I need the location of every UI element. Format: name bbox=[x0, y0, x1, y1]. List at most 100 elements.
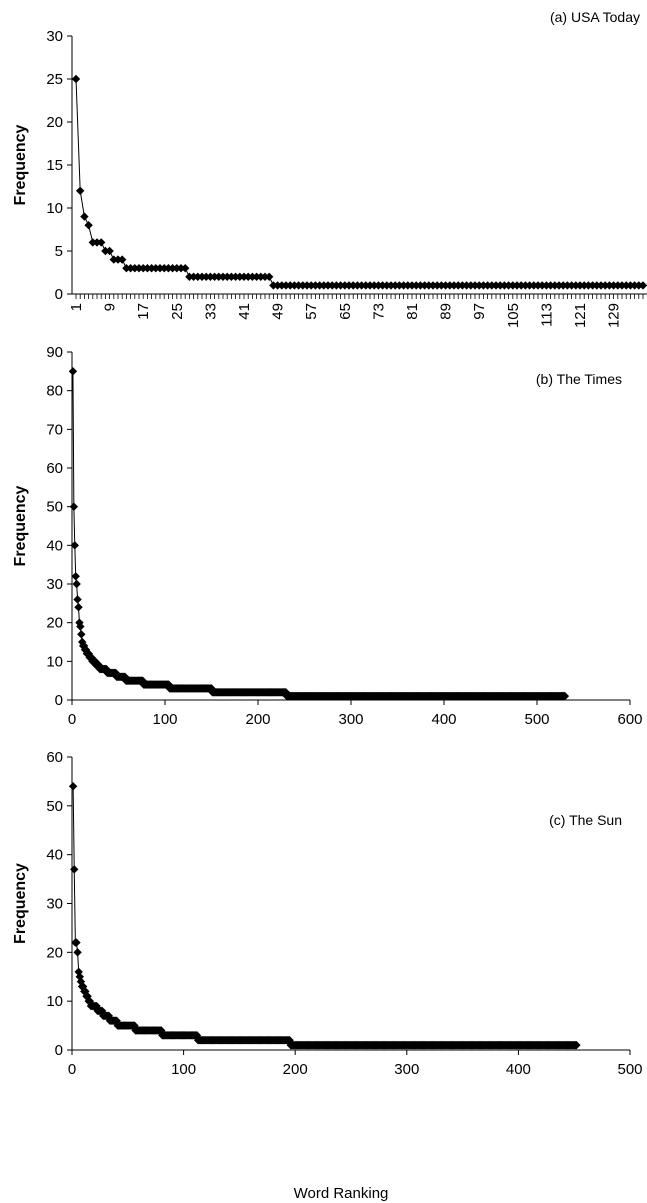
x-tick-label: 41 bbox=[236, 303, 253, 320]
x-axis-label: Word Ranking bbox=[294, 1185, 389, 1202]
data-point bbox=[601, 281, 610, 290]
data-point bbox=[84, 221, 93, 230]
x-tick-label: 1 bbox=[68, 303, 85, 311]
data-point bbox=[559, 281, 568, 290]
data-point bbox=[550, 281, 559, 290]
x-tick-label: 500 bbox=[524, 711, 549, 728]
data-point bbox=[74, 967, 83, 977]
x-tick-label: 300 bbox=[338, 711, 363, 728]
chart-panel-3: 0 10 20 30 40 50 60 0 100 200 300 400 500 Frequency (c… bbox=[12, 749, 643, 1202]
y-tick-label: 0 bbox=[55, 692, 63, 709]
data-point bbox=[130, 1021, 139, 1030]
data-point bbox=[207, 684, 216, 693]
panel-title: (a) USA Today bbox=[550, 9, 640, 25]
data-point bbox=[181, 264, 190, 273]
data-point bbox=[84, 649, 93, 658]
data-point bbox=[192, 1031, 202, 1040]
x-tick-label: 0 bbox=[68, 711, 76, 728]
x-tick-label: 17 bbox=[135, 303, 152, 320]
y-tick-label: 40 bbox=[46, 537, 63, 554]
y-tick-label: 60 bbox=[46, 460, 63, 477]
data-point bbox=[525, 281, 534, 290]
data-point bbox=[92, 1001, 101, 1011]
data-point bbox=[572, 1040, 581, 1050]
data-point bbox=[105, 246, 114, 256]
x-tick-label: 33 bbox=[202, 303, 219, 320]
data-point bbox=[613, 281, 622, 290]
series-line bbox=[72, 786, 577, 1046]
x-tick-label: 49 bbox=[270, 303, 287, 320]
data-point bbox=[512, 281, 522, 290]
data-point bbox=[567, 281, 576, 290]
data-point bbox=[72, 579, 81, 589]
data-point bbox=[76, 622, 85, 631]
x-tick-label: 97 bbox=[471, 303, 488, 320]
data-point bbox=[118, 255, 127, 264]
data-point bbox=[554, 281, 564, 290]
data-point bbox=[97, 238, 106, 247]
y-tick-label: 60 bbox=[46, 749, 63, 766]
data-point bbox=[638, 281, 647, 290]
data-point bbox=[73, 595, 82, 604]
data-point bbox=[592, 281, 601, 290]
y-tick-label: 40 bbox=[46, 847, 63, 864]
y-tick-label: 10 bbox=[46, 653, 63, 670]
panel-title: (c) The Sun bbox=[549, 812, 622, 828]
x-tick-label: 57 bbox=[303, 303, 320, 320]
x-tick-label: 89 bbox=[438, 303, 455, 320]
y-tick-label: 0 bbox=[55, 1042, 63, 1059]
data-point bbox=[588, 281, 597, 290]
series-line bbox=[72, 371, 565, 697]
x-tick-label: 73 bbox=[370, 303, 387, 320]
x-tick-label: 100 bbox=[152, 711, 177, 728]
data-point bbox=[68, 367, 78, 376]
data-point bbox=[69, 502, 79, 511]
x-tick-label: 9 bbox=[102, 303, 119, 311]
x-tick-label: 400 bbox=[506, 1061, 531, 1078]
x-tick-label: 100 bbox=[171, 1061, 196, 1078]
y-tick-label: 10 bbox=[46, 993, 63, 1010]
data-point bbox=[622, 281, 631, 290]
data-point bbox=[575, 281, 585, 290]
chart-panel-1: 0 5 10 15 20 25 30 1 9 17 25 33 41 49 57 65 73 81 89 97 105 1… bbox=[12, 9, 647, 328]
x-tick-label: 121 bbox=[572, 303, 589, 328]
data-point bbox=[508, 281, 517, 290]
data-point bbox=[596, 281, 606, 290]
x-tick-label: 200 bbox=[245, 711, 270, 728]
x-tick-label: 105 bbox=[505, 303, 522, 328]
data-point bbox=[78, 982, 88, 991]
data-point bbox=[72, 938, 81, 947]
y-tick-label: 25 bbox=[46, 71, 63, 88]
y-tick-label: 30 bbox=[46, 896, 63, 913]
data-point bbox=[71, 74, 81, 84]
y-tick-label: 30 bbox=[46, 28, 63, 45]
series-line bbox=[75, 78, 643, 286]
y-tick-label: 20 bbox=[46, 114, 63, 131]
y-tick-label: 15 bbox=[46, 157, 63, 174]
data-point bbox=[157, 1026, 166, 1035]
y-tick-label: 80 bbox=[46, 383, 63, 400]
data-point bbox=[68, 782, 78, 791]
y-tick-label: 0 bbox=[55, 286, 63, 303]
data-point bbox=[80, 212, 89, 221]
data-point bbox=[265, 272, 274, 281]
data-point bbox=[73, 948, 82, 957]
y-tick-label: 50 bbox=[46, 499, 63, 516]
y-tick-label: 90 bbox=[46, 344, 63, 361]
x-tick-label: 0 bbox=[68, 1061, 76, 1078]
data-point bbox=[281, 688, 291, 697]
data-point bbox=[571, 281, 580, 290]
data-point bbox=[81, 987, 90, 996]
data-point bbox=[101, 246, 110, 256]
data-point bbox=[617, 281, 627, 290]
y-axis-label: Frequency bbox=[12, 485, 29, 566]
x-tick-label: 25 bbox=[169, 303, 186, 320]
data-point bbox=[94, 661, 104, 670]
data-point bbox=[580, 281, 589, 290]
data-point bbox=[81, 645, 91, 654]
data-point bbox=[76, 186, 85, 195]
panel-title: (b) The Times bbox=[536, 371, 622, 387]
data-point bbox=[546, 281, 555, 290]
y-axis-label: Frequency bbox=[12, 863, 29, 944]
data-point bbox=[74, 603, 83, 612]
